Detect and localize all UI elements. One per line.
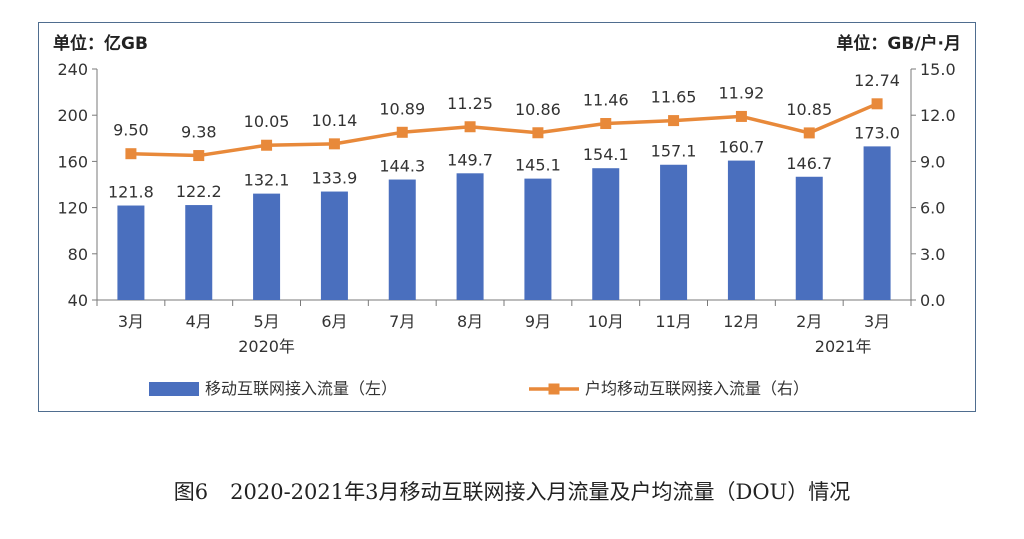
line-value-label: 10.14 bbox=[312, 111, 358, 130]
figure-number: 图6 bbox=[173, 480, 209, 504]
line-point bbox=[261, 139, 273, 151]
bar-value-label: 146.7 bbox=[786, 154, 832, 173]
line-point bbox=[532, 127, 544, 139]
line-point bbox=[396, 126, 408, 138]
bar-value-label: 173.0 bbox=[854, 123, 900, 142]
legend: 移动互联网接入流量（左） 户均移动互联网接入流量（右） bbox=[149, 379, 809, 398]
right-axis-unit: 单位：GB/户·月 bbox=[836, 33, 961, 54]
bar bbox=[253, 193, 281, 300]
x-tick-label: 9月 bbox=[525, 312, 551, 331]
x-tick-label: 12月 bbox=[723, 312, 759, 331]
year-label: 2020年 bbox=[238, 337, 295, 356]
year-label: 2021年 bbox=[815, 337, 872, 356]
x-tick-label: 5月 bbox=[253, 312, 279, 331]
line-value-label: 10.89 bbox=[379, 99, 425, 118]
line-point bbox=[328, 138, 340, 150]
bar-value-label: 160.7 bbox=[719, 138, 765, 157]
line-point bbox=[668, 115, 680, 127]
bar bbox=[727, 160, 755, 300]
left-tick-label: 200 bbox=[57, 106, 88, 125]
x-tick-label: 6月 bbox=[321, 312, 347, 331]
bar-value-label: 145.1 bbox=[515, 156, 561, 175]
combo-chart: 单位：亿GB 单位：GB/户·月 40 80 120 160 200 240 0.0 3.0 6… bbox=[53, 33, 961, 398]
x-tick-label: 10月 bbox=[588, 312, 624, 331]
right-tick-label: 3.0 bbox=[920, 245, 945, 264]
right-tick-label: 0.0 bbox=[920, 291, 945, 310]
line-value-label: 12.74 bbox=[854, 71, 900, 90]
line-value-label: 11.25 bbox=[447, 94, 493, 113]
bar bbox=[185, 205, 213, 300]
legend-line-marker bbox=[548, 383, 560, 395]
chart-frame: 单位：亿GB 单位：GB/户·月 40 80 120 160 200 240 0.0 3.0 6… bbox=[38, 22, 976, 412]
legend-bar-label: 移动互联网接入流量（左） bbox=[205, 379, 397, 398]
line-value-label: 10.05 bbox=[244, 112, 290, 131]
x-tick-label: 3月 bbox=[864, 312, 890, 331]
bar-value-label: 154.1 bbox=[583, 145, 629, 164]
line-value-label: 11.92 bbox=[719, 83, 765, 102]
data-labels: 121.8 122.2 132.1 133.9 144.3 149.7 145.1 154.1… bbox=[108, 71, 900, 202]
left-tick-label: 120 bbox=[57, 199, 88, 218]
bar-value-label: 132.1 bbox=[244, 171, 290, 190]
line-point bbox=[464, 121, 476, 133]
line-value-label: 9.38 bbox=[181, 123, 217, 142]
x-tick-label: 11月 bbox=[655, 312, 691, 331]
bar bbox=[456, 173, 484, 300]
line-value-label: 9.50 bbox=[113, 121, 149, 140]
right-tick-label: 12.0 bbox=[920, 106, 956, 125]
legend-line-label: 户均移动互联网接入流量（右） bbox=[585, 379, 809, 398]
left-tick-label: 80 bbox=[68, 245, 88, 264]
bar-value-label: 157.1 bbox=[651, 142, 697, 161]
line-value-label: 11.65 bbox=[651, 88, 697, 107]
bar-value-label: 122.2 bbox=[176, 182, 222, 201]
bar-value-label: 144.3 bbox=[379, 157, 425, 176]
bar bbox=[388, 179, 416, 300]
bar bbox=[592, 168, 620, 300]
bar bbox=[863, 146, 891, 300]
bar bbox=[795, 176, 823, 300]
left-tick-label: 40 bbox=[68, 291, 88, 310]
x-tick-label: 3月 bbox=[118, 312, 144, 331]
line-point bbox=[600, 118, 612, 130]
line-point bbox=[803, 127, 815, 139]
right-tick-label: 9.0 bbox=[920, 152, 945, 171]
bar bbox=[320, 191, 348, 300]
line-point bbox=[871, 98, 883, 110]
bar bbox=[524, 178, 552, 300]
bar bbox=[660, 164, 688, 300]
line-value-label: 10.85 bbox=[786, 100, 832, 119]
bar-value-label: 149.7 bbox=[447, 150, 493, 169]
x-tick-label: 4月 bbox=[186, 312, 212, 331]
right-tick-label: 15.0 bbox=[920, 60, 956, 79]
bar bbox=[117, 205, 145, 300]
line-point bbox=[125, 148, 137, 160]
bar-value-label: 133.9 bbox=[312, 169, 358, 188]
line-point bbox=[735, 110, 747, 122]
bar-series bbox=[117, 146, 891, 300]
line-value-label: 10.86 bbox=[515, 100, 561, 119]
left-tick-label: 160 bbox=[57, 152, 88, 171]
line-value-label: 11.46 bbox=[583, 91, 629, 110]
left-axis-unit: 单位：亿GB bbox=[53, 33, 148, 54]
right-tick-label: 6.0 bbox=[920, 199, 945, 218]
line-series bbox=[125, 98, 883, 162]
bar-value-label: 121.8 bbox=[108, 183, 154, 202]
left-tick-label: 240 bbox=[57, 60, 88, 79]
x-tick-label: 2月 bbox=[796, 312, 822, 331]
x-tick-label: 7月 bbox=[389, 312, 415, 331]
x-tick-label: 8月 bbox=[457, 312, 483, 331]
axes: 40 80 120 160 200 240 0.0 3.0 6.0 9.0 12.0 15.0 3月 4月… bbox=[57, 60, 955, 356]
line-point bbox=[193, 150, 205, 162]
figure-caption: 图6 2020-2021年3月移动互联网接入月流量及户均流量（DOU）情况 bbox=[0, 476, 1024, 506]
legend-bar-swatch bbox=[149, 382, 199, 396]
line-path bbox=[130, 102, 878, 158]
figure-caption-text: 2020-2021年3月移动互联网接入月流量及户均流量（DOU）情况 bbox=[230, 480, 851, 504]
